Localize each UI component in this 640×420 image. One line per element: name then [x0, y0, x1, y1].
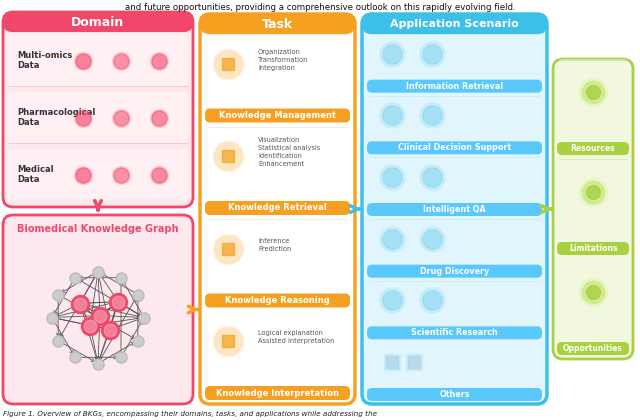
- FancyBboxPatch shape: [205, 108, 350, 123]
- FancyBboxPatch shape: [7, 35, 189, 86]
- FancyBboxPatch shape: [205, 386, 350, 400]
- Text: Knowledge Retrieval: Knowledge Retrieval: [228, 204, 327, 213]
- Text: Information Retrieval: Information Retrieval: [406, 81, 503, 91]
- FancyBboxPatch shape: [205, 294, 350, 307]
- FancyBboxPatch shape: [553, 59, 633, 359]
- Text: Others: Others: [439, 390, 470, 399]
- Text: Task: Task: [262, 18, 293, 31]
- Text: Knowledge Reasoning: Knowledge Reasoning: [225, 296, 330, 305]
- FancyBboxPatch shape: [367, 326, 542, 339]
- Text: Intelligent QA: Intelligent QA: [423, 205, 486, 214]
- FancyBboxPatch shape: [362, 14, 547, 404]
- Text: Visualization
Statistical analysis
Identification
Enhancement: Visualization Statistical analysis Ident…: [258, 137, 320, 168]
- Text: Multi-omics
Data: Multi-omics Data: [17, 51, 72, 70]
- Text: Figure 1. Overview of BKGs, encompassing their domains, tasks, and applications : Figure 1. Overview of BKGs, encompassing…: [3, 411, 377, 417]
- Text: Inference
Prediction: Inference Prediction: [258, 238, 291, 252]
- Text: Clinical Decision Support: Clinical Decision Support: [398, 143, 511, 152]
- Text: Medical
Data: Medical Data: [17, 165, 54, 184]
- FancyBboxPatch shape: [557, 142, 629, 155]
- FancyBboxPatch shape: [557, 342, 629, 355]
- Text: Biomedical Knowledge Graph: Biomedical Knowledge Graph: [17, 224, 179, 234]
- FancyBboxPatch shape: [200, 14, 355, 34]
- Text: Domain: Domain: [72, 16, 125, 29]
- Text: and future opportunities, providing a comprehensive outlook on this rapidly evol: and future opportunities, providing a co…: [125, 3, 515, 12]
- FancyBboxPatch shape: [7, 149, 189, 200]
- FancyBboxPatch shape: [3, 215, 193, 404]
- Text: Logical explanation
Assisted interpretation: Logical explanation Assisted interpretat…: [258, 331, 334, 344]
- Text: Resources: Resources: [571, 144, 615, 153]
- FancyBboxPatch shape: [205, 201, 350, 215]
- FancyBboxPatch shape: [7, 92, 189, 143]
- FancyBboxPatch shape: [3, 12, 193, 207]
- Text: Pharmacological
Data: Pharmacological Data: [17, 108, 95, 127]
- Text: Application Scenario: Application Scenario: [390, 19, 519, 29]
- FancyBboxPatch shape: [3, 12, 193, 32]
- Text: Limitations: Limitations: [569, 244, 617, 253]
- Text: Knowledge Management: Knowledge Management: [219, 111, 336, 120]
- FancyBboxPatch shape: [200, 14, 355, 404]
- FancyBboxPatch shape: [367, 203, 542, 216]
- FancyBboxPatch shape: [367, 388, 542, 401]
- Text: Knowledge Interpretation: Knowledge Interpretation: [216, 388, 339, 397]
- Text: Organization
Transformation
Integration: Organization Transformation Integration: [258, 49, 308, 71]
- FancyBboxPatch shape: [367, 80, 542, 93]
- FancyBboxPatch shape: [362, 14, 547, 34]
- Text: Scientific Research: Scientific Research: [411, 328, 498, 337]
- FancyBboxPatch shape: [367, 265, 542, 278]
- Text: Opportunities: Opportunities: [563, 344, 623, 353]
- Text: Drug Discovery: Drug Discovery: [420, 267, 489, 276]
- FancyBboxPatch shape: [557, 242, 629, 255]
- FancyBboxPatch shape: [367, 142, 542, 154]
